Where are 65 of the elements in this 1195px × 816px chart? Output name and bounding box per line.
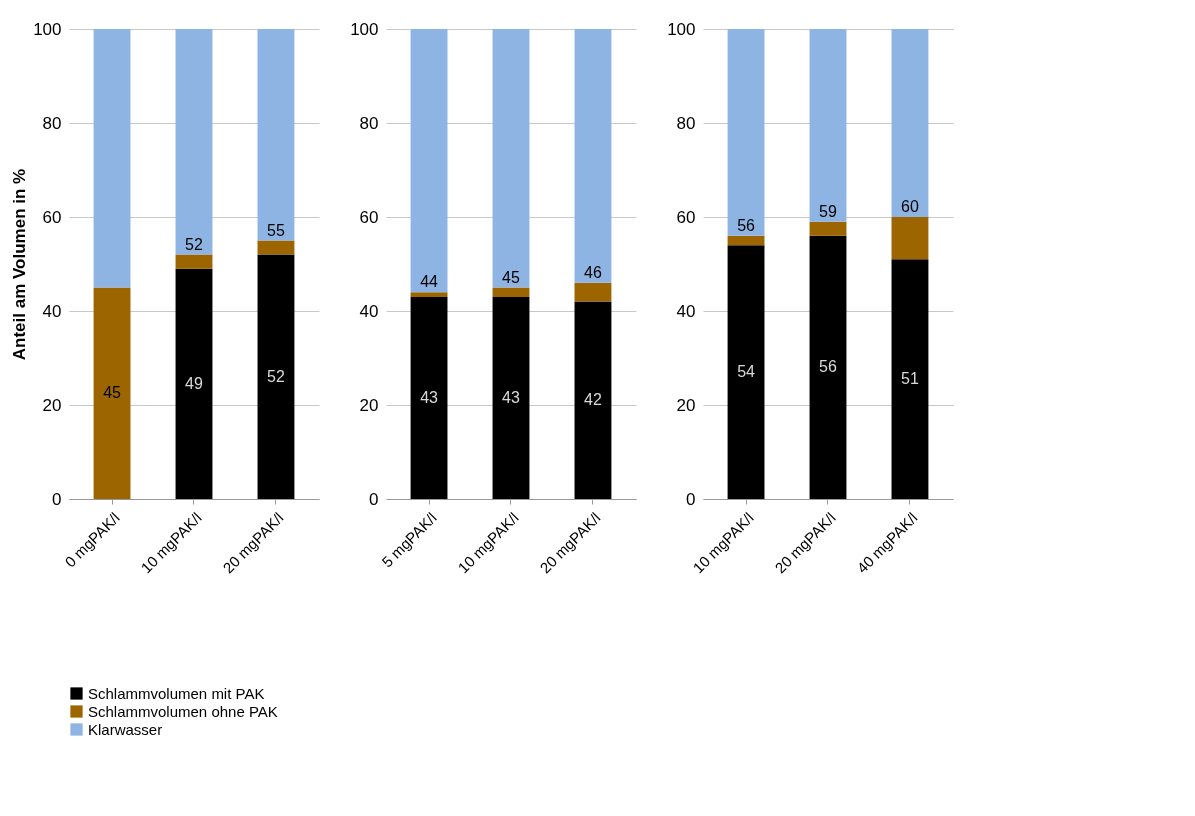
annotation: 45 — [502, 268, 520, 286]
bar — [410, 292, 448, 297]
bar — [175, 254, 213, 269]
bar — [175, 268, 213, 499]
bar — [257, 254, 295, 499]
bar — [574, 301, 612, 499]
bar — [809, 29, 847, 222]
bar — [574, 29, 612, 283]
annotation: 59 — [819, 202, 837, 220]
annotation: 52 — [185, 235, 203, 253]
bar — [727, 245, 765, 499]
data-label: 42 — [584, 391, 602, 409]
bar — [175, 29, 213, 255]
bar — [410, 29, 448, 293]
y-tick-label: 0 — [369, 489, 379, 509]
y-tick-label: 40 — [359, 301, 379, 321]
bar — [891, 29, 929, 217]
legend-label: Schlammvolumen ohne PAK — [88, 702, 278, 720]
y-tick-label: 0 — [686, 489, 696, 509]
y-tick-label: 20 — [676, 395, 696, 415]
data-label: 54 — [737, 363, 756, 381]
y-tick-label: 60 — [676, 207, 696, 227]
bar — [492, 287, 530, 297]
y-tick-label: 20 — [42, 395, 62, 415]
legend-label: Klarwasser — [88, 720, 163, 738]
legend-label: Schlammvolumen mit PAK — [88, 684, 265, 702]
data-label: 51 — [901, 370, 919, 388]
y-tick-label: 40 — [676, 301, 696, 321]
y-tick-label: 80 — [359, 113, 379, 133]
y-axis-title: Anteil am Volumen in % — [10, 168, 30, 361]
y-tick-label: 80 — [42, 113, 62, 133]
data-label: 43 — [420, 388, 439, 406]
data-label: 49 — [185, 374, 203, 392]
bar — [93, 287, 131, 499]
y-tick-label: 60 — [42, 207, 62, 227]
bar — [492, 296, 530, 499]
bar — [727, 235, 765, 246]
bar — [492, 29, 530, 288]
data-label: 52 — [267, 367, 285, 385]
annotation: 60 — [901, 198, 919, 215]
annotation: 46 — [584, 263, 602, 281]
y-tick-label: 100 — [350, 19, 379, 39]
bar — [410, 296, 448, 499]
y-tick-label: 40 — [42, 301, 62, 321]
bar — [257, 240, 295, 255]
bar — [809, 235, 847, 499]
bar — [93, 29, 131, 288]
bar — [727, 29, 765, 236]
bar — [809, 221, 847, 236]
y-tick-label: 0 — [52, 489, 62, 509]
y-tick-label: 100 — [667, 19, 696, 39]
annotation: 56 — [737, 216, 756, 234]
bar — [574, 282, 612, 302]
annotation: 55 — [267, 221, 285, 239]
y-tick-label: 100 — [33, 19, 62, 39]
annotation: 44 — [420, 273, 439, 291]
y-tick-label: 80 — [676, 113, 696, 133]
y-tick-label: 20 — [359, 395, 379, 415]
y-tick-label: 60 — [359, 207, 379, 227]
bar — [891, 259, 929, 499]
data-label: 43 — [502, 388, 520, 406]
bar — [891, 217, 929, 260]
data-label: 56 — [819, 358, 837, 376]
bar — [257, 29, 295, 241]
data-label: 45 — [103, 384, 122, 402]
